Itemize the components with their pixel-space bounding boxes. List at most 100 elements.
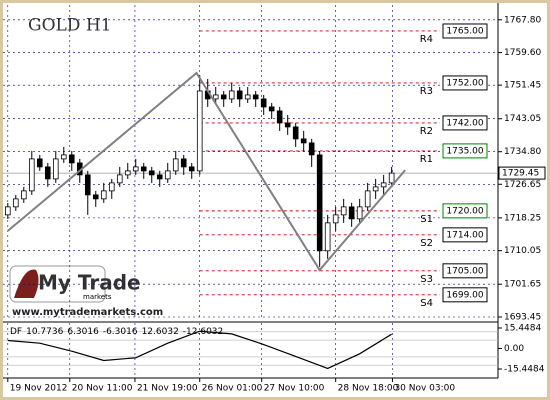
candle-body bbox=[52, 158, 59, 180]
x-tick-label: 21 Nov 19:00 bbox=[137, 384, 198, 394]
candle-body bbox=[236, 90, 243, 100]
x-tick-label: 20 Nov 11:00 bbox=[72, 384, 133, 394]
last-price-label: 1729.45 bbox=[502, 169, 539, 179]
zigzag bbox=[7, 71, 406, 272]
candle-body bbox=[292, 126, 299, 140]
candle-body bbox=[300, 138, 307, 144]
candle-body bbox=[28, 158, 35, 192]
level-box bbox=[442, 263, 488, 279]
candle-body bbox=[356, 206, 363, 220]
candle-body bbox=[308, 142, 315, 156]
level-name: S2 bbox=[420, 238, 433, 249]
level-name: R1 bbox=[420, 154, 433, 165]
candle-body bbox=[316, 154, 323, 252]
x-tick-label: 27 Nov 10:00 bbox=[264, 384, 325, 394]
candle-body bbox=[180, 158, 187, 168]
candle-body bbox=[100, 190, 107, 200]
indicator-legend: DF 10.7736 6.3016 -6.3016 12.6032 -12.6032 bbox=[10, 327, 223, 337]
logo-sub: markets bbox=[83, 293, 112, 301]
indicator-name: DF bbox=[10, 327, 22, 337]
last-price-box bbox=[498, 166, 546, 180]
y-tick-label: 15.4484 bbox=[504, 323, 541, 333]
logo-mark bbox=[14, 269, 39, 298]
candle-body bbox=[212, 94, 219, 100]
candle-body bbox=[380, 182, 387, 188]
level-box bbox=[442, 115, 488, 131]
level-label: 1699.00 bbox=[446, 290, 483, 300]
x-tick-label: 26 Nov 01:00 bbox=[202, 384, 263, 394]
y-tick-label: 0.00 bbox=[504, 344, 524, 354]
candle-body bbox=[260, 98, 267, 108]
candle-body bbox=[124, 170, 131, 176]
candle-body bbox=[364, 190, 371, 208]
y-tick-label: 1767.80 bbox=[504, 15, 541, 25]
indicator-value: 10.7736 bbox=[26, 327, 63, 337]
candle-body bbox=[252, 94, 259, 100]
x-tick-label: 28 Nov 18:00 bbox=[338, 384, 399, 394]
candle-body bbox=[196, 90, 203, 172]
level-box bbox=[442, 227, 488, 243]
logo-text: My Trade bbox=[38, 271, 141, 295]
indicator-line bbox=[7, 330, 392, 370]
candle-body bbox=[220, 94, 227, 100]
candle-body bbox=[244, 94, 251, 100]
level-label: 1714.00 bbox=[446, 230, 483, 240]
candle-body bbox=[156, 174, 163, 180]
candle-body bbox=[324, 222, 331, 252]
candle-body bbox=[20, 190, 27, 200]
level-box bbox=[442, 203, 488, 219]
y-tick-label: 1701.65 bbox=[504, 280, 541, 290]
candle-body bbox=[268, 106, 275, 112]
candle-body bbox=[68, 154, 75, 164]
indicator-level-label: -6.3016 bbox=[103, 327, 138, 337]
level-name: R3 bbox=[420, 86, 433, 97]
level-label: 1752.00 bbox=[446, 78, 483, 88]
candle-body bbox=[4, 206, 11, 216]
level-label: 1705.00 bbox=[446, 266, 483, 276]
indicator-level-label: 12.6032 bbox=[142, 327, 179, 337]
y-tick-label: 1693.45 bbox=[504, 313, 541, 323]
level-name: S4 bbox=[420, 298, 433, 309]
y-tick-label: 1710.05 bbox=[504, 246, 541, 256]
indicator-level-label: 6.3016 bbox=[67, 327, 99, 337]
y-tick-label: 1718.25 bbox=[504, 213, 541, 223]
candle-body bbox=[12, 198, 19, 208]
x-tick-label: 30 Nov 03:00 bbox=[394, 384, 455, 394]
level-name: R4 bbox=[420, 34, 433, 45]
candle-body bbox=[228, 90, 235, 100]
candle-body bbox=[140, 166, 147, 172]
level-box bbox=[442, 143, 488, 159]
candle-body bbox=[116, 174, 123, 184]
candle-body bbox=[108, 182, 115, 192]
candle-body bbox=[92, 194, 99, 200]
candle-body bbox=[164, 170, 171, 180]
candle-body bbox=[276, 110, 283, 124]
indicator-level-label: -12.6032 bbox=[183, 327, 223, 337]
candle-body bbox=[388, 172, 395, 184]
url: www.mytrademarkets.com bbox=[12, 307, 163, 318]
candle-body bbox=[332, 214, 339, 224]
logo: My Trade markets www.mytrademarkets.com bbox=[9, 265, 163, 318]
candle-body bbox=[60, 154, 67, 160]
candle-body bbox=[84, 174, 91, 196]
level-box bbox=[442, 75, 488, 91]
candle-body bbox=[348, 206, 355, 220]
level-box bbox=[442, 23, 488, 39]
level-name: R2 bbox=[420, 126, 433, 137]
level-label: 1765.00 bbox=[446, 26, 483, 36]
level-name: S3 bbox=[420, 274, 433, 285]
level-label: 1720.00 bbox=[446, 206, 483, 216]
candle-body bbox=[148, 170, 155, 176]
candle-body bbox=[44, 166, 51, 180]
level-label: 1742.00 bbox=[446, 118, 483, 128]
level-name: S1 bbox=[420, 214, 433, 225]
y-tick-label: 1734.80 bbox=[504, 147, 541, 157]
level-label: 1735.00 bbox=[446, 146, 483, 156]
candle-body bbox=[188, 166, 195, 172]
y-tick-label: -15.4484 bbox=[504, 365, 545, 375]
candle-body bbox=[132, 166, 139, 172]
y-tick-label: 1759.60 bbox=[504, 48, 541, 58]
candle-body bbox=[284, 122, 291, 128]
candle-body bbox=[372, 186, 379, 192]
